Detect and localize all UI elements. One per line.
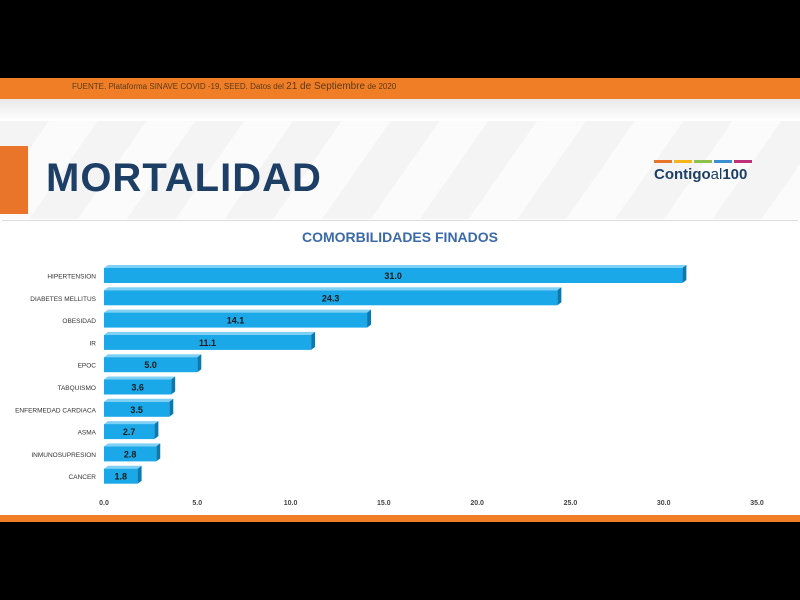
x-tick-label: 0.0	[99, 500, 109, 507]
bar-side-face	[154, 421, 159, 440]
bar-value-label: 31.0	[384, 271, 402, 281]
bar-side-face	[682, 265, 687, 283]
bar	[104, 334, 312, 350]
bar-value-label: 24.3	[322, 293, 340, 303]
x-tick-label: 30.0	[657, 500, 671, 507]
source-year: de 2020	[365, 82, 397, 91]
category-label: IR	[90, 340, 97, 347]
category-label: CANCER	[69, 474, 97, 481]
header-background	[0, 121, 800, 219]
bar-group: 1.8 CANCER	[69, 465, 142, 484]
logo-stripes	[654, 160, 754, 163]
source-note: FUENTE. Plataforma SINAVE COVID -19, SEE…	[72, 81, 396, 92]
bar-top-face	[104, 443, 161, 447]
bar-side-face	[171, 376, 176, 395]
bar	[104, 424, 155, 440]
category-label: ENFERMEDAD CARDIACA	[15, 407, 97, 414]
bar-group: 3.6 TABQUISMO	[57, 376, 176, 395]
bar-value-label: 14.1	[227, 316, 245, 326]
bar-top-face	[104, 309, 372, 313]
bar-value-label: 2.7	[123, 427, 136, 437]
source-date: 21 de Septiembre	[286, 81, 366, 92]
bottom-band	[0, 515, 800, 522]
bar-chart: 31.0 HIPERTENSION 24.3 DIABETES MELLITUS 14.…	[15, 265, 764, 507]
logo-num: 100	[722, 166, 748, 183]
bar-group: 2.7 ASMA	[78, 421, 159, 440]
x-tick-label: 35.0	[750, 500, 764, 507]
bar-top-face	[104, 421, 159, 425]
bar-value-label: 2.8	[124, 449, 137, 459]
source-band: FUENTE. Plataforma SINAVE COVID -19, SEE…	[0, 78, 800, 99]
logo-mid: al	[710, 166, 723, 183]
bar-group: 31.0 HIPERTENSION	[47, 265, 687, 283]
bar-group: 5.0 EPOC	[78, 354, 202, 373]
title-accent-bar	[0, 146, 28, 214]
logo-main: Contigo	[654, 166, 711, 183]
x-tick-label: 5.0	[192, 500, 202, 507]
source-text: FUENTE. Plataforma SINAVE COVID -19, SEE…	[72, 82, 284, 91]
bar	[104, 268, 683, 283]
bar	[104, 379, 172, 395]
x-tick-label: 10.0	[284, 500, 298, 507]
bar-top-face	[104, 265, 687, 268]
bar-group: 11.1 IR	[90, 331, 316, 350]
bar-top-face	[104, 331, 316, 335]
bar-side-face	[557, 287, 562, 306]
bar-group: 14.1 OBESIDAD	[62, 309, 372, 328]
bar	[104, 290, 558, 306]
category-label: HIPERTENSION	[47, 274, 96, 281]
category-label: EPOC	[78, 363, 97, 370]
bar-top-face	[104, 465, 142, 469]
bar-side-face	[311, 331, 316, 350]
bar-value-label: 3.5	[130, 405, 143, 415]
chart-title: COMORBILIDADES FINADOS	[302, 229, 498, 245]
bar-value-label: 3.6	[131, 383, 144, 393]
bar-top-face	[104, 287, 562, 291]
bar-value-label: 5.0	[144, 360, 157, 370]
bar-side-face	[367, 309, 372, 328]
bar-group: 24.3 DIABETES MELLITUS	[30, 287, 562, 306]
bar-side-face	[137, 465, 142, 484]
category-label: TABQUISMO	[57, 385, 96, 392]
logo-text: Contigoal100	[654, 166, 758, 183]
contigo-al-100-logo: Contigoal100	[654, 160, 758, 190]
bar-top-face	[104, 398, 174, 402]
band-shadow	[0, 99, 800, 121]
x-tick-label: 15.0	[377, 500, 391, 507]
bar-side-face	[156, 443, 161, 462]
category-label: INMUNOSUPRESION	[31, 452, 96, 459]
bar-side-face	[197, 354, 202, 373]
bar-value-label: 11.1	[199, 338, 216, 348]
bar-top-face	[104, 354, 202, 358]
category-label: ASMA	[78, 430, 97, 437]
bar	[104, 401, 170, 417]
x-tick-label: 25.0	[564, 500, 578, 507]
bar	[104, 468, 138, 484]
bar-group: 2.8 INMUNOSUPRESION	[31, 443, 161, 462]
bar	[104, 357, 198, 373]
page-title: MORTALIDAD	[46, 156, 322, 200]
bar	[104, 446, 157, 462]
bar-group: 3.5 ENFERMEDAD CARDIACA	[15, 398, 174, 417]
category-label: OBESIDAD	[62, 318, 96, 325]
bar-side-face	[169, 398, 174, 417]
x-tick-label: 20.0	[470, 500, 484, 507]
bar-value-label: 1.8	[115, 472, 128, 482]
bar	[104, 312, 368, 328]
category-label: DIABETES MELLITUS	[30, 296, 96, 303]
bar-top-face	[104, 376, 176, 380]
